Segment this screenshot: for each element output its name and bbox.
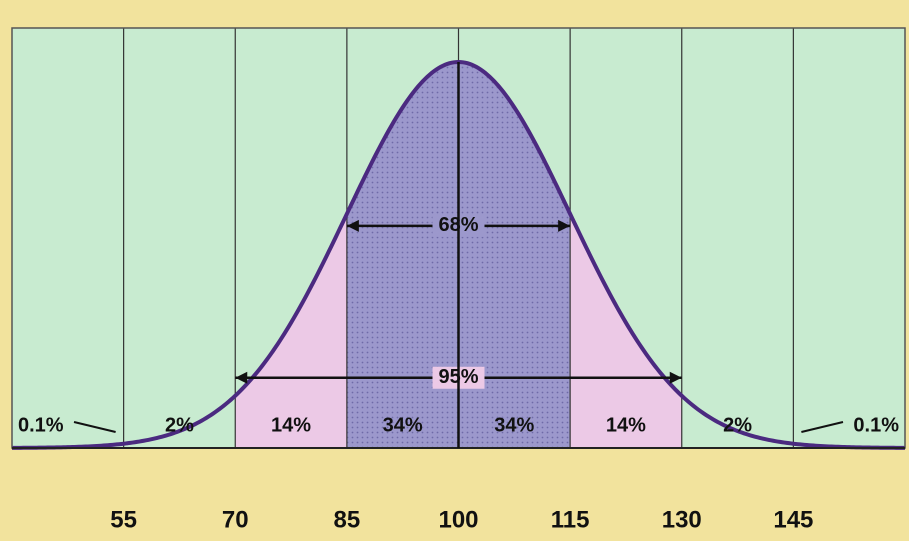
pointer-arrow: [801, 421, 844, 433]
x-tick-label: 85: [334, 506, 361, 533]
x-tick-label: 70: [222, 506, 249, 533]
region: [123, 395, 236, 448]
pointer-arrow: [73, 421, 116, 433]
segment-label: 14%: [271, 414, 311, 436]
segment-label: 2%: [723, 414, 752, 436]
x-tick-label: 145: [773, 506, 813, 533]
segment-label: 14%: [606, 414, 646, 436]
x-tick-label: 130: [662, 506, 702, 533]
x-tick-label: 55: [110, 506, 137, 533]
segment-label: 34%: [383, 414, 423, 436]
segment-label: 2%: [165, 414, 194, 436]
segment-label: 0.1%: [853, 414, 899, 436]
x-tick-label: 115: [551, 506, 590, 533]
segment-label: 0.1%: [18, 414, 64, 436]
region: [681, 395, 794, 448]
x-tick-label: 100: [438, 506, 478, 533]
segment-label: 34%: [494, 414, 534, 436]
